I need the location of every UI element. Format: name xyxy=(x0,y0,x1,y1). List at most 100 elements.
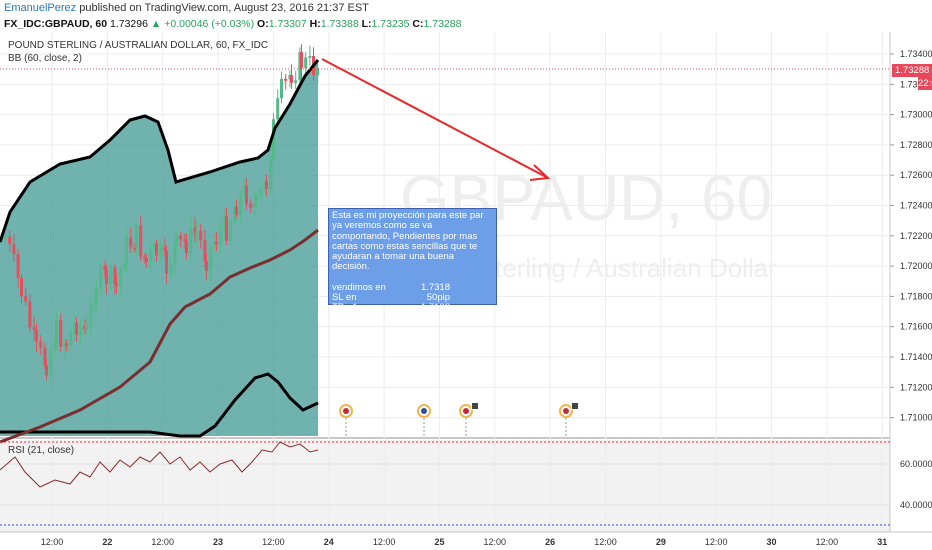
candle-body xyxy=(93,303,97,306)
event-stems xyxy=(345,418,567,436)
candle-body xyxy=(316,67,320,76)
high-label: H: xyxy=(309,18,321,30)
countdown-tag: 22:08 xyxy=(918,77,932,90)
rsi-legend[interactable]: RSI (21, close) xyxy=(8,445,75,456)
price-tick-label: 1.72800 xyxy=(900,140,932,150)
candle-body xyxy=(139,225,143,257)
candle-body xyxy=(165,250,168,274)
candle-body xyxy=(89,304,93,325)
note-row: SL en 50pip xyxy=(332,292,450,304)
publish-text: published on TradingView.com, August 23,… xyxy=(79,2,369,14)
symbol-legend[interactable]: POUND STERLING / AUSTRALIAN DOLLAR, 60, … xyxy=(8,40,269,51)
time-tick-label: 12:00 xyxy=(262,537,285,547)
price-tick-label: 1.73400 xyxy=(900,49,932,59)
candle-body xyxy=(143,256,147,259)
price-tag: 1.73288 xyxy=(892,64,932,77)
rsi-pane[interactable] xyxy=(0,440,890,532)
candle-body xyxy=(280,78,283,99)
bollinger-upper-line xyxy=(0,59,320,243)
price-tick-label: 1.71000 xyxy=(900,413,932,423)
candle-body xyxy=(35,329,38,342)
symbol-label[interactable]: FX_IDC:GBPAUD, 60 xyxy=(4,18,108,30)
note-text: Esta es mi proyección para este par ya v… xyxy=(332,210,484,273)
candle-body xyxy=(308,55,312,58)
note-row: vendimos en 1.7318 xyxy=(332,281,450,293)
bollinger-lower-line xyxy=(0,372,319,438)
candle-body xyxy=(173,246,177,265)
rsi-tick-label: 60.0000 xyxy=(900,459,932,469)
candle-body xyxy=(153,243,157,251)
candle-body xyxy=(298,52,302,81)
candle-body xyxy=(223,216,227,232)
candle-body xyxy=(43,347,47,366)
candle-body xyxy=(8,236,12,245)
chart-canvas[interactable]: GBPAUD, 60 Pound Sterling / Australian D… xyxy=(0,32,932,550)
candle-body xyxy=(229,221,233,241)
up-arrow-icon: ▲ xyxy=(150,18,162,30)
candle-body xyxy=(75,322,78,335)
candle-body xyxy=(265,181,268,189)
candles xyxy=(4,44,320,381)
price-axis[interactable]: 1.73400 1.73200 1.73000 1.72800 1.72600 1.724… xyxy=(890,49,932,510)
note-row: TP - 1 en 1.7188 xyxy=(332,302,450,314)
candle-body xyxy=(175,235,178,247)
rsi-line xyxy=(0,441,319,488)
candle-body xyxy=(39,341,43,348)
candle-body xyxy=(193,227,197,234)
open-value: 1.73307 xyxy=(268,18,307,30)
candle-body xyxy=(276,98,280,120)
bollinger-basis-line xyxy=(0,228,319,444)
price-tick-label: 1.71800 xyxy=(900,291,932,301)
author-link[interactable]: EmanuelPerez xyxy=(4,2,77,14)
candle-body xyxy=(109,267,113,284)
event-flag-icon-uk[interactable] xyxy=(459,402,479,418)
price-tick-label: 1.72600 xyxy=(900,170,932,180)
price-tick-label: 1.72000 xyxy=(900,261,932,271)
candle-body xyxy=(225,216,228,241)
time-tick-label: 12:00 xyxy=(594,537,617,547)
time-axis[interactable]: 12:00 22 12:00 23 12:00 24 12:00 25 12:00 26 12:00… xyxy=(41,537,888,547)
quote-bar: FX_IDC:GBPAUD, 60 1.73296 ▲ +0.00046 (+0… xyxy=(0,16,932,32)
time-tick-label: 12:00 xyxy=(705,537,728,547)
event-flag-icon-uk[interactable] xyxy=(339,404,353,418)
candle-body xyxy=(115,283,118,286)
candle-body xyxy=(129,237,133,248)
time-tick-label: 25 xyxy=(434,537,444,547)
candle-body xyxy=(300,52,303,69)
candle-body xyxy=(195,230,198,234)
bollinger-band-fill xyxy=(0,60,318,436)
candle-body xyxy=(4,236,7,239)
candle-body xyxy=(85,324,88,330)
rsi-tick-label: 40.0000 xyxy=(900,500,932,510)
candle-body xyxy=(155,243,158,256)
chart-area[interactable]: GBPAUD, 60 Pound Sterling / Australian D… xyxy=(0,32,932,550)
projection-note[interactable]: Esta es mi proyección para este par ya v… xyxy=(328,208,497,313)
candle-body xyxy=(253,202,257,208)
candle-body xyxy=(272,119,275,161)
time-tick-label: 23 xyxy=(213,537,223,547)
bb-legend[interactable]: BB (60, close, 2) xyxy=(8,53,82,64)
time-tick-label: 12:00 xyxy=(41,537,64,547)
event-flag-icon-uk[interactable] xyxy=(559,402,579,418)
price-tick-label: 1.72400 xyxy=(900,201,932,211)
candle-body xyxy=(133,247,137,250)
time-tick-label: 12:00 xyxy=(484,537,507,547)
candle-body xyxy=(145,257,148,262)
candle-body xyxy=(185,241,188,254)
candle-body xyxy=(135,225,138,248)
candle-body xyxy=(209,246,213,271)
time-tick-label: 31 xyxy=(877,537,887,547)
candle-body xyxy=(99,266,103,289)
candle-body xyxy=(255,195,258,203)
candle-body xyxy=(294,80,298,83)
candle-body xyxy=(24,296,28,302)
candle-body xyxy=(249,203,253,208)
event-flag-icon-au[interactable] xyxy=(417,404,431,418)
candle-body xyxy=(269,160,273,189)
projection-arrow[interactable] xyxy=(321,58,551,181)
price-change: +0.00046 (+0.03%) xyxy=(164,18,255,30)
candle-body xyxy=(233,206,237,222)
candle-body xyxy=(28,301,32,328)
candle-body xyxy=(20,277,23,297)
candle-body xyxy=(169,264,173,274)
